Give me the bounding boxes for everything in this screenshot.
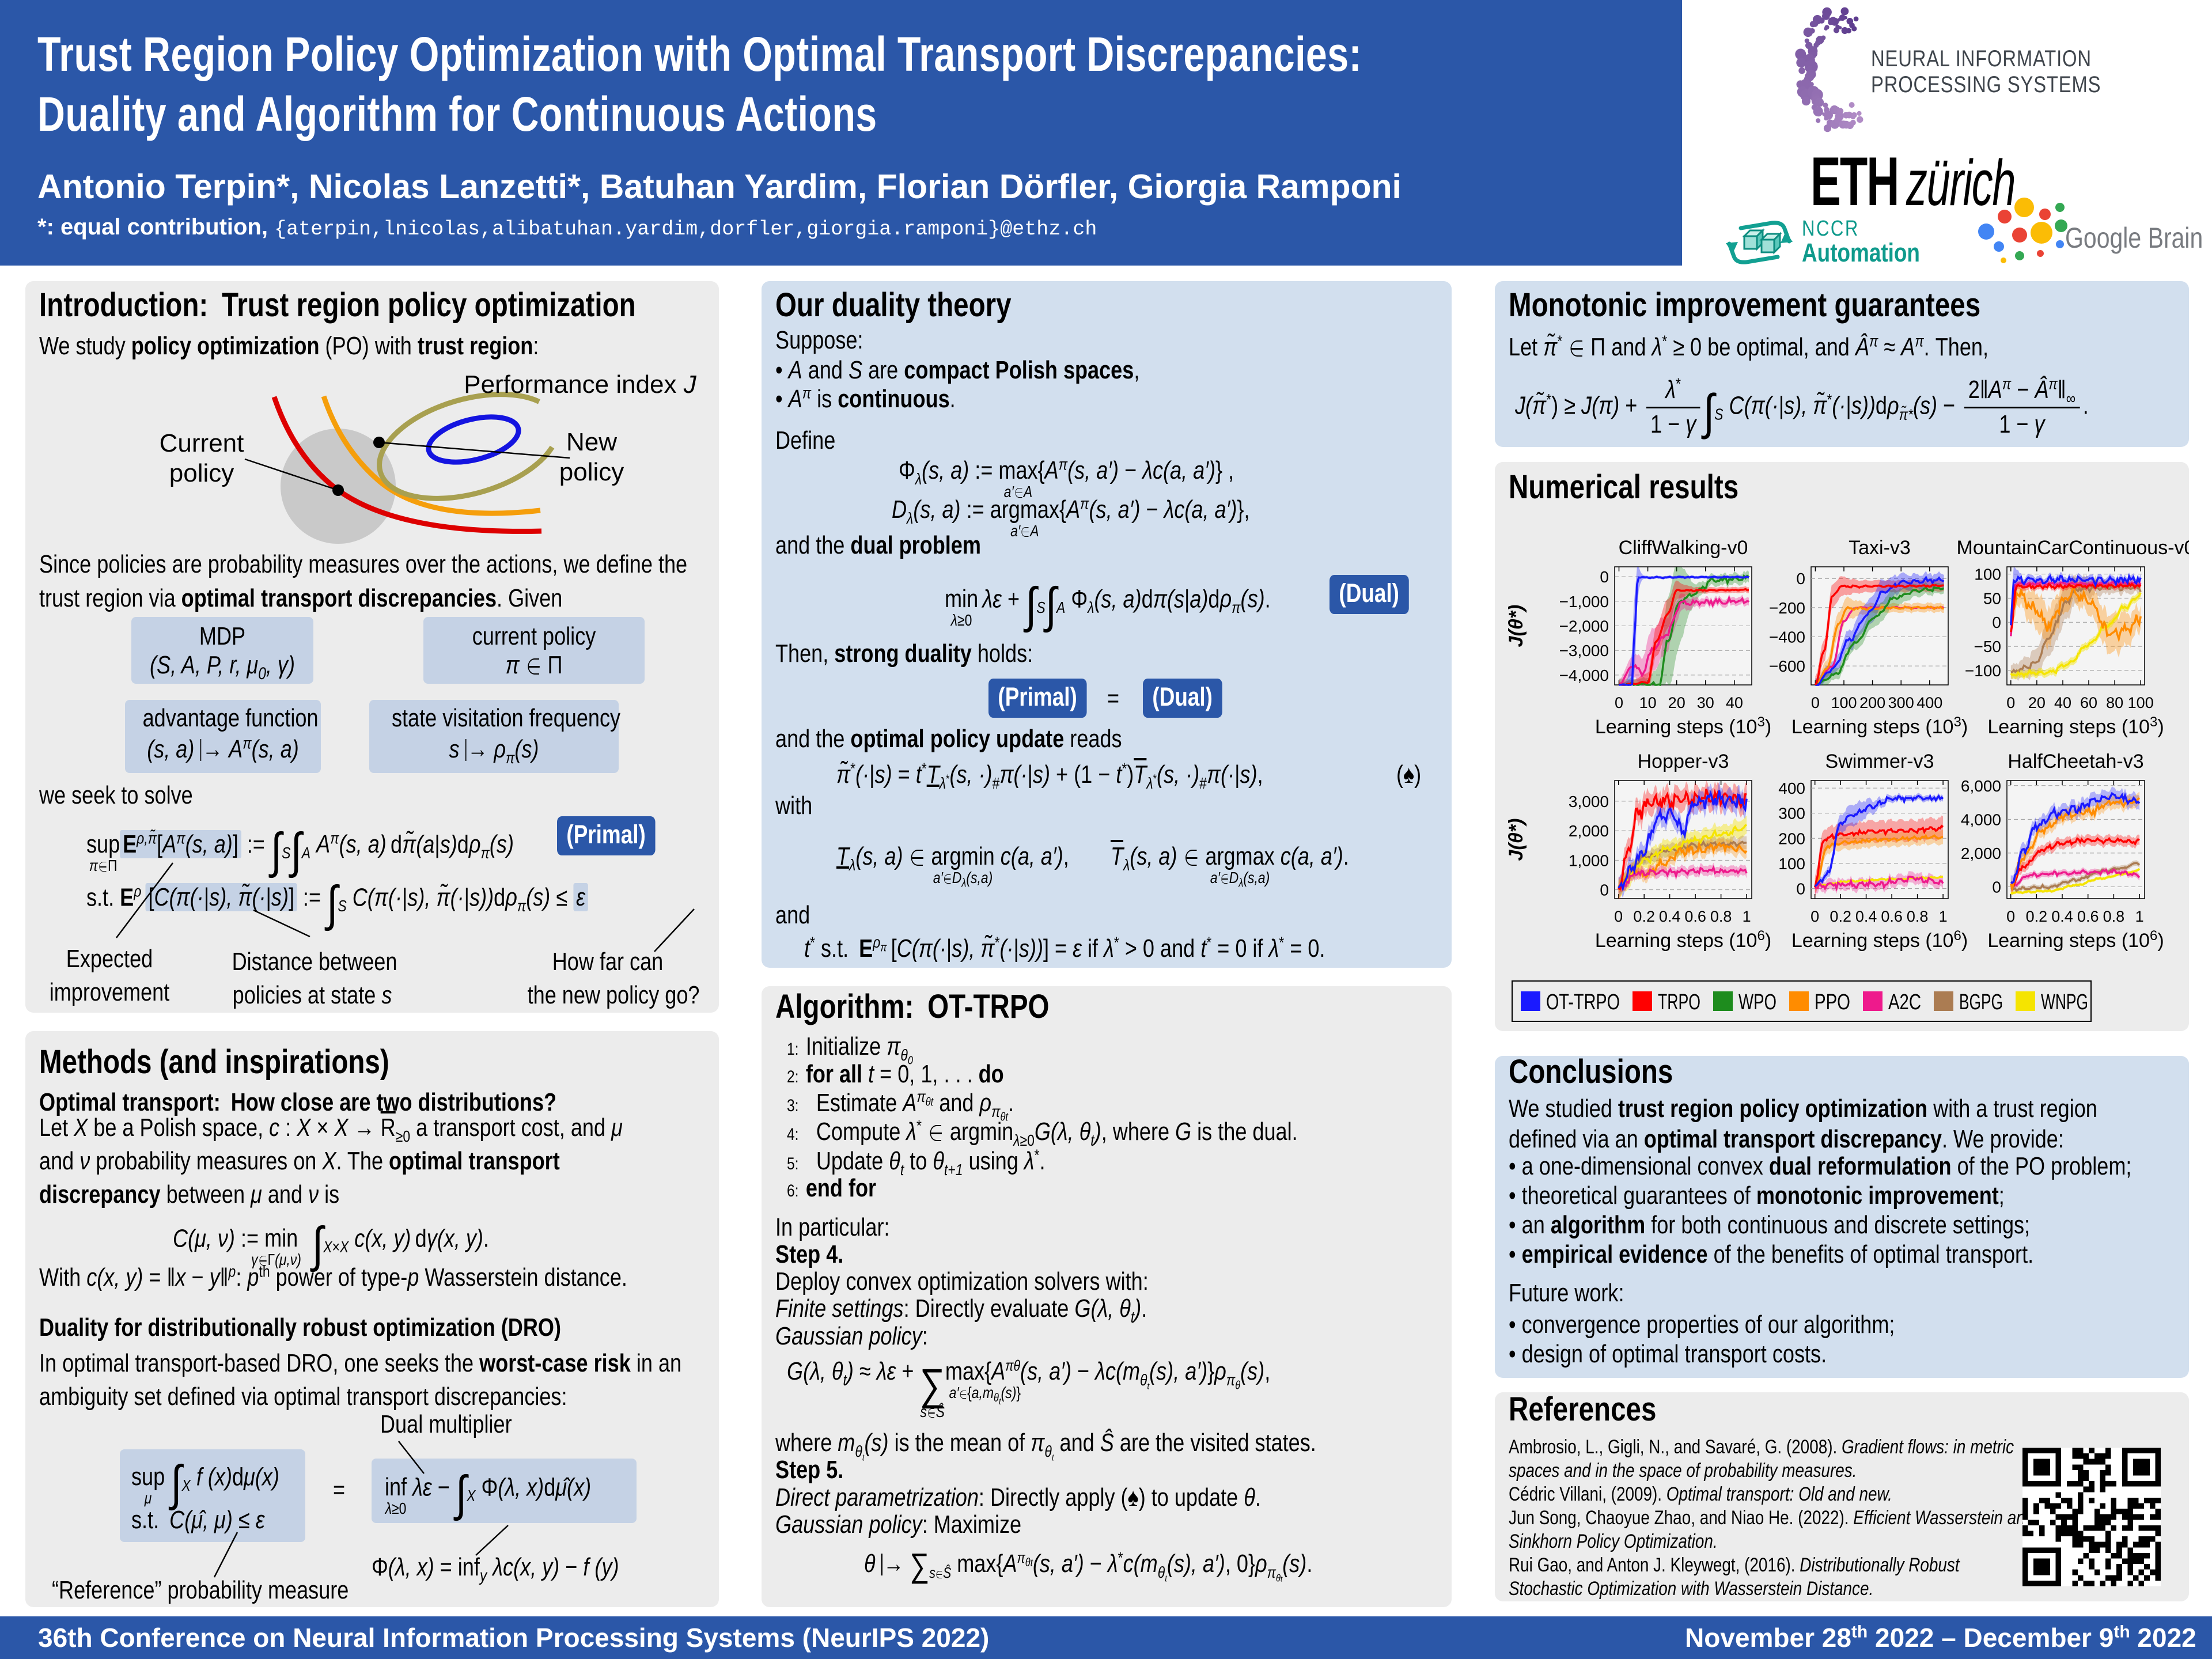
svg-text:50: 50 — [1983, 589, 2001, 607]
svg-text:0.8: 0.8 — [2103, 908, 2125, 925]
svg-text:WPO: WPO — [1738, 990, 1777, 1014]
svg-text:2,000: 2,000 — [1569, 822, 1609, 840]
svg-text:0: 0 — [1600, 568, 1609, 586]
svg-text:0: 0 — [1992, 613, 2001, 631]
svg-text:A2C: A2C — [1888, 990, 1921, 1014]
svg-text:Taxi-v3: Taxi-v3 — [1849, 537, 1911, 559]
svg-text:policy: policy — [559, 458, 624, 486]
svg-text:1: 1 — [1939, 908, 1948, 925]
svg-text:100: 100 — [1778, 855, 1805, 873]
svg-text:0: 0 — [1811, 694, 1820, 711]
svg-text:TRPO: TRPO — [1658, 990, 1700, 1014]
svg-text:60: 60 — [2080, 694, 2097, 711]
svg-text:100: 100 — [2128, 694, 2154, 711]
svg-text:−100: −100 — [1965, 662, 2001, 680]
svg-text:0.4: 0.4 — [1855, 908, 1877, 925]
svg-text:40: 40 — [1726, 694, 1743, 711]
svg-text:BGPG: BGPG — [1959, 990, 2003, 1014]
svg-text:Learning steps (106): Learning steps (106) — [1791, 928, 1968, 952]
svg-text:4,000: 4,000 — [1961, 810, 2001, 828]
svg-text:30: 30 — [1697, 694, 1714, 711]
svg-text:0.2: 0.2 — [1633, 908, 1655, 925]
svg-text:0.4: 0.4 — [2051, 908, 2073, 925]
svg-text:80: 80 — [2106, 694, 2123, 711]
svg-text:J(θ*): J(θ*) — [1505, 819, 1527, 861]
svg-text:300: 300 — [1778, 805, 1805, 823]
svg-text:WNPG: WNPG — [2041, 990, 2088, 1014]
svg-text:100: 100 — [1974, 566, 2001, 584]
svg-text:3,000: 3,000 — [1569, 793, 1609, 810]
svg-text:PPO: PPO — [1815, 990, 1850, 1014]
svg-text:0.6: 0.6 — [2077, 908, 2099, 925]
svg-text:20: 20 — [2028, 694, 2046, 711]
svg-text:1: 1 — [2135, 908, 2144, 925]
svg-text:200: 200 — [1778, 830, 1805, 847]
svg-text:Current: Current — [160, 429, 244, 457]
svg-text:Performance index J: Performance index J — [464, 370, 697, 399]
svg-text:0: 0 — [2006, 694, 2015, 711]
svg-text:0: 0 — [2006, 908, 2015, 925]
svg-text:0: 0 — [1796, 570, 1805, 588]
svg-text:−2,000: −2,000 — [1559, 618, 1609, 635]
svg-text:−4,000: −4,000 — [1559, 666, 1609, 684]
svg-text:0.2: 0.2 — [1830, 908, 1851, 925]
svg-text:20: 20 — [1668, 694, 1685, 711]
svg-text:0: 0 — [1810, 908, 1819, 925]
svg-text:200: 200 — [1859, 694, 1885, 711]
svg-text:−50: −50 — [1974, 638, 2002, 656]
svg-text:Hopper-v3: Hopper-v3 — [1638, 751, 1729, 772]
svg-text:2,000: 2,000 — [1961, 844, 2001, 862]
svg-text:0.6: 0.6 — [1881, 908, 1903, 925]
svg-text:0.4: 0.4 — [1659, 908, 1681, 925]
svg-text:1,000: 1,000 — [1569, 851, 1609, 869]
svg-text:−600: −600 — [1769, 657, 1805, 675]
svg-text:Learning steps (106): Learning steps (106) — [1987, 928, 2164, 952]
svg-text:0.8: 0.8 — [1907, 908, 1929, 925]
svg-text:6,000: 6,000 — [1961, 777, 2001, 795]
svg-text:−200: −200 — [1769, 599, 1805, 617]
svg-text:HalfCheetah-v3: HalfCheetah-v3 — [2008, 751, 2143, 772]
svg-text:400: 400 — [1778, 779, 1805, 797]
svg-text:−1,000: −1,000 — [1559, 593, 1609, 611]
svg-text:0: 0 — [1615, 694, 1623, 711]
svg-text:0: 0 — [1992, 878, 2001, 896]
svg-text:Learning steps (103): Learning steps (103) — [1987, 714, 2164, 738]
svg-text:300: 300 — [1888, 694, 1914, 711]
svg-text:J(θ*): J(θ*) — [1505, 605, 1527, 647]
svg-text:10: 10 — [1639, 694, 1657, 711]
svg-text:MountainCarContinuous-v0: MountainCarContinuous-v0 — [1957, 537, 2189, 559]
svg-text:0: 0 — [1614, 908, 1623, 925]
svg-text:Learning steps (106): Learning steps (106) — [1595, 928, 1771, 952]
svg-text:400: 400 — [1916, 694, 1942, 711]
svg-text:Learning steps (103): Learning steps (103) — [1791, 714, 1968, 738]
svg-text:New: New — [566, 428, 617, 456]
svg-text:CliffWalking-v0: CliffWalking-v0 — [1619, 537, 1748, 559]
svg-text:0: 0 — [1600, 881, 1609, 899]
svg-text:1: 1 — [1743, 908, 1751, 925]
svg-text:0.6: 0.6 — [1684, 908, 1706, 925]
svg-text:0.8: 0.8 — [1710, 908, 1732, 925]
svg-text:100: 100 — [1831, 694, 1857, 711]
svg-text:0: 0 — [1796, 880, 1805, 898]
svg-text:policy: policy — [169, 459, 234, 487]
svg-text:OT-TRPO: OT-TRPO — [1546, 990, 1620, 1014]
svg-text:Swimmer-v3: Swimmer-v3 — [1825, 751, 1934, 772]
svg-text:0.2: 0.2 — [2026, 908, 2048, 925]
svg-text:Learning steps (103): Learning steps (103) — [1595, 714, 1771, 738]
svg-text:−3,000: −3,000 — [1559, 642, 1609, 660]
svg-text:40: 40 — [2054, 694, 2071, 711]
svg-text:−400: −400 — [1769, 628, 1805, 646]
